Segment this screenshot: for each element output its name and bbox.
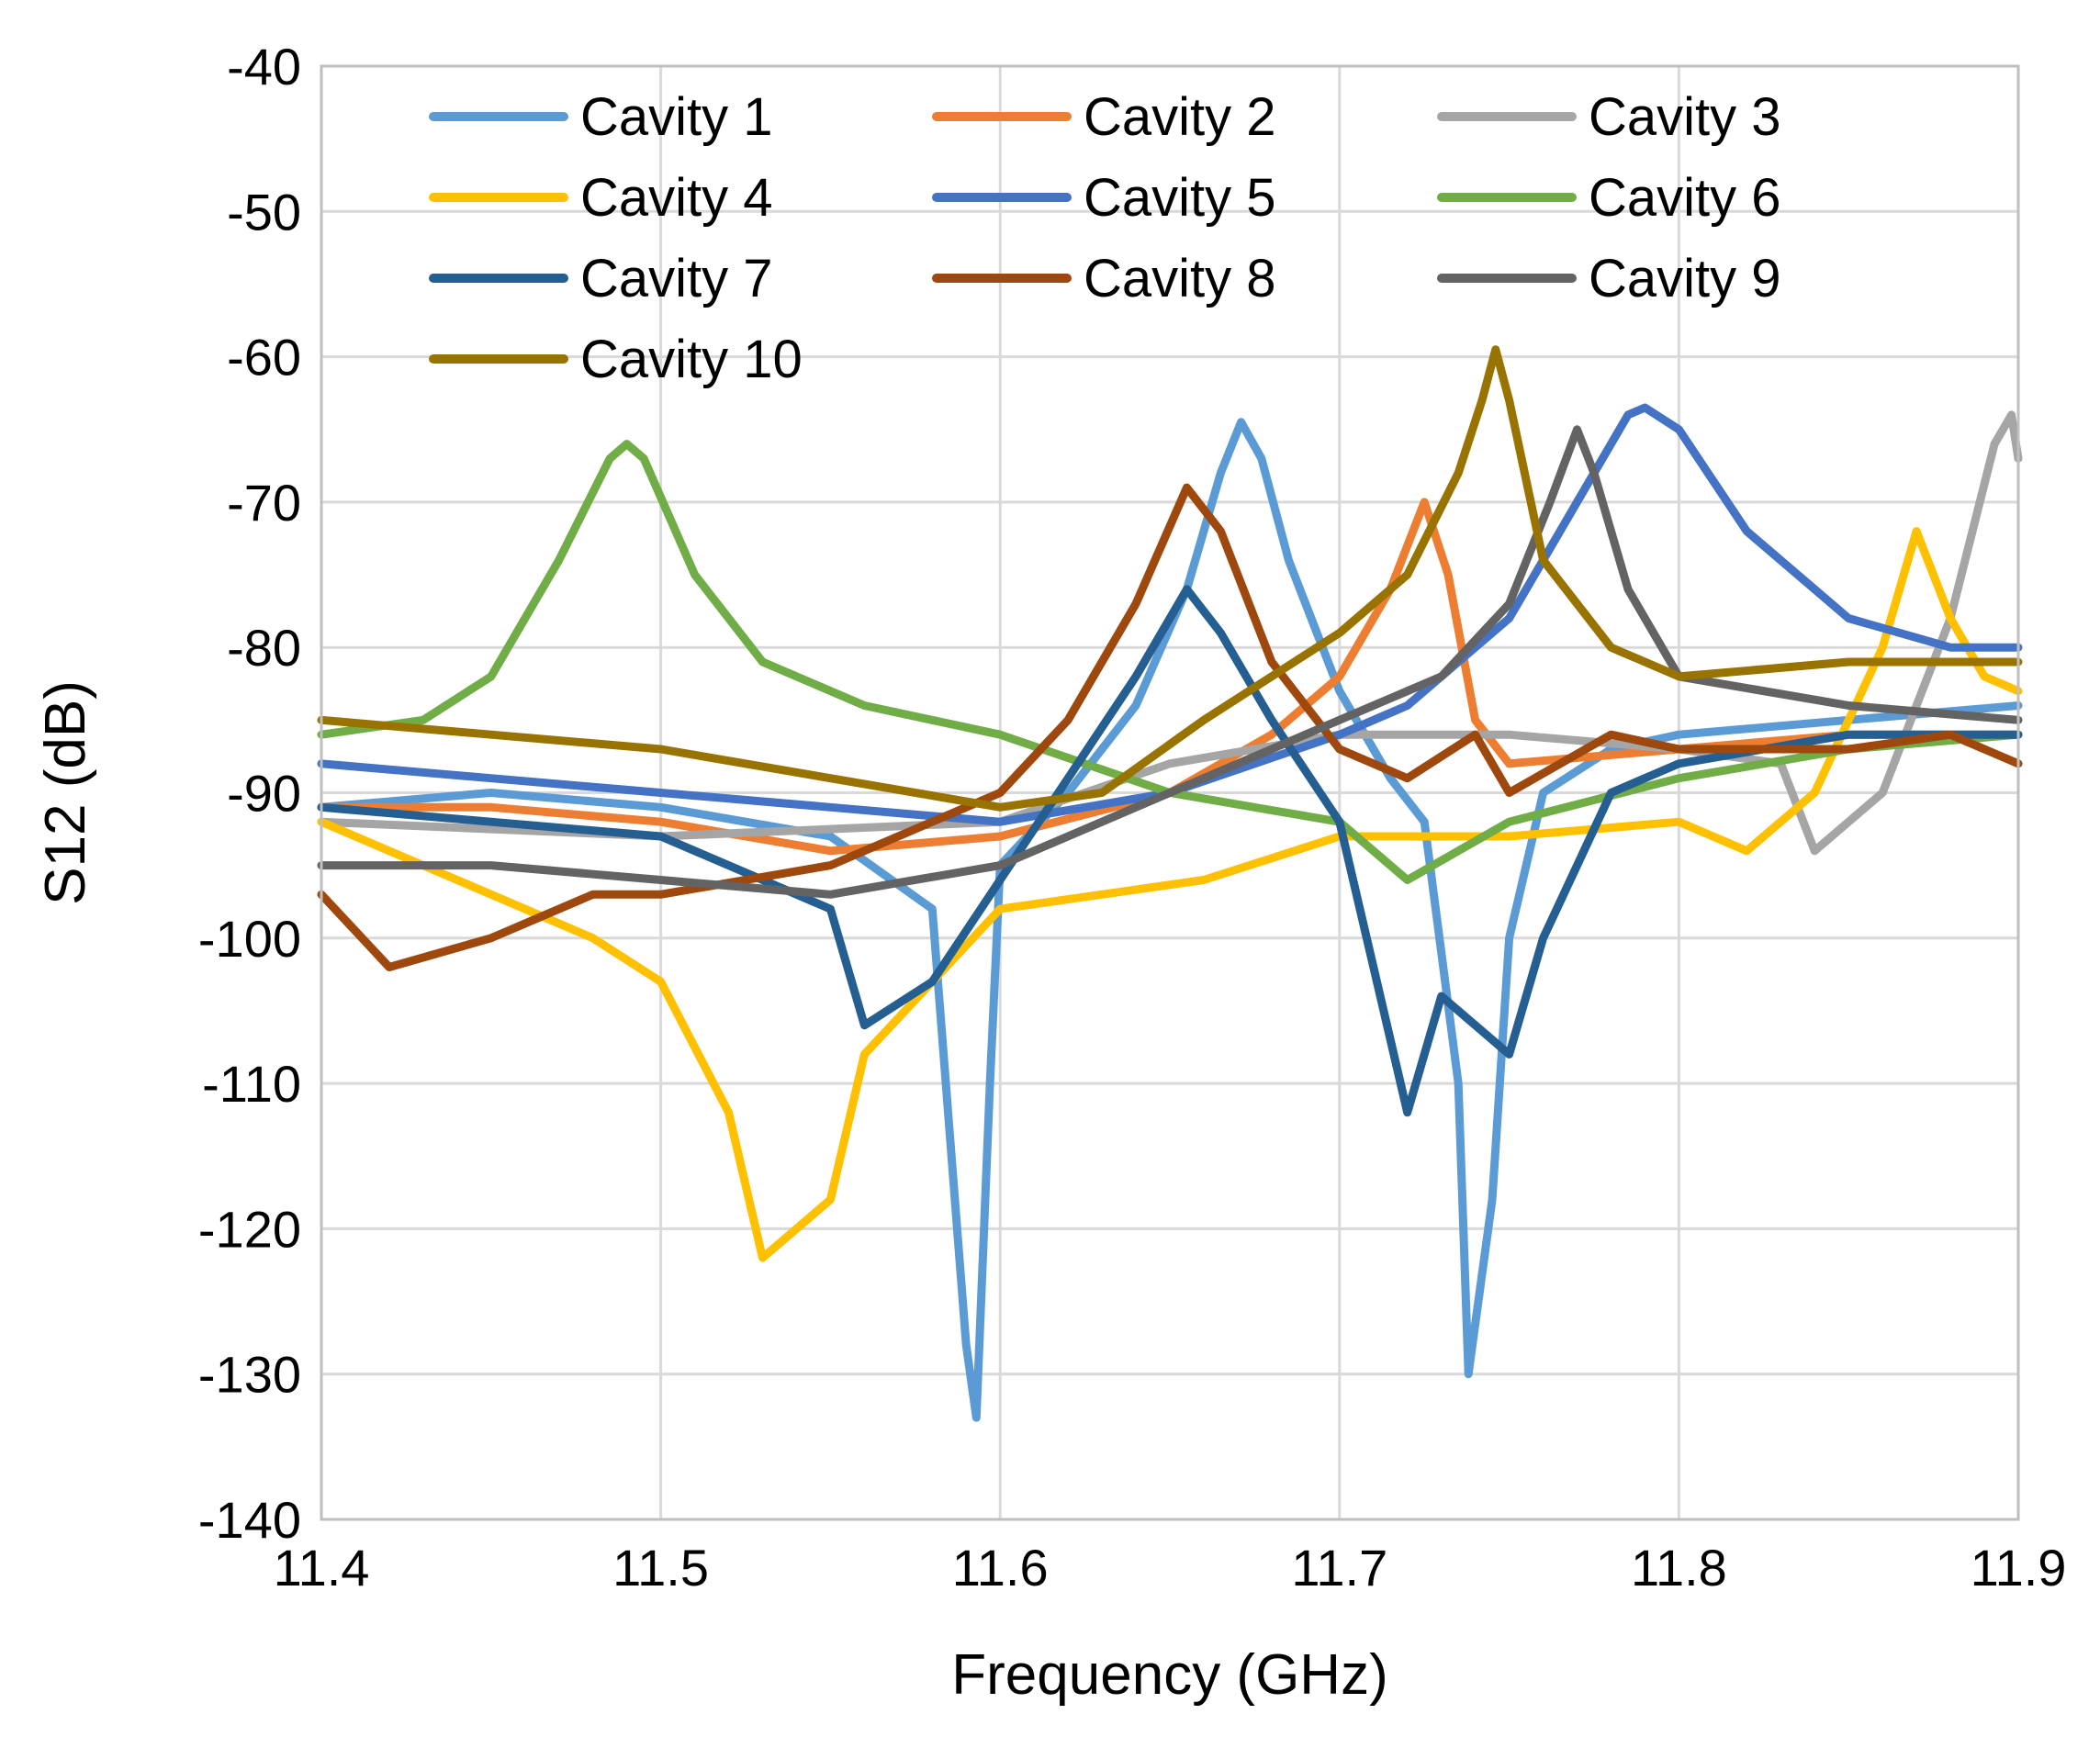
- y-tick-label: -50: [227, 183, 301, 241]
- series-line-cavity-9: [317, 425, 2023, 899]
- legend-label: Cavity 3: [1589, 87, 1781, 147]
- y-tick-label: -140: [198, 1491, 301, 1549]
- y-tick-label: -40: [227, 38, 301, 95]
- legend-label: Cavity 10: [580, 330, 803, 389]
- y-tick-label: -130: [198, 1346, 301, 1404]
- legend-label: Cavity 6: [1589, 168, 1781, 228]
- x-tick-label: 11.8: [1631, 1539, 1727, 1597]
- x-axis-ticks: 11.4 11.5 11.6 11.7 11.8 11.9: [274, 1539, 2067, 1597]
- y-tick-label: -110: [202, 1055, 301, 1113]
- legend-label: Cavity 2: [1084, 87, 1276, 147]
- y-axis-ticks: -40 -50 -60 -70 -80 -90 -100 -110 -120 -130 -140: [198, 38, 301, 1549]
- y-tick-label: -60: [227, 329, 301, 387]
- plot-frame: [320, 64, 2020, 1521]
- legend: Cavity 1 Cavity 2 Cavity 3 Cavity 4 Cavity 5…: [429, 87, 1781, 389]
- series-line-cavity-5: [317, 403, 2023, 826]
- legend-label: Cavity 7: [580, 249, 773, 308]
- x-tick-label: 11.9: [1971, 1539, 2067, 1597]
- y-tick-label: -70: [227, 474, 301, 532]
- x-tick-label: 11.5: [612, 1539, 709, 1597]
- series-layer: [317, 345, 2023, 1422]
- series-line-cavity-8: [317, 483, 2023, 971]
- legend-label: Cavity 5: [1084, 168, 1276, 228]
- legend-label: Cavity 9: [1589, 249, 1781, 308]
- legend-label: Cavity 4: [580, 168, 773, 228]
- series-line-cavity-6: [317, 440, 2023, 884]
- legend-label: Cavity 8: [1084, 249, 1276, 308]
- y-tick-label: -80: [227, 619, 301, 677]
- y-tick-label: -90: [227, 765, 301, 823]
- y-axis-title: S12 (dB): [34, 680, 97, 905]
- series-line-cavity-1: [317, 418, 2023, 1422]
- series-line-cavity-7: [317, 585, 2023, 1117]
- x-axis-title: Frequency (GHz): [951, 1643, 1387, 1707]
- y-tick-label: -120: [198, 1200, 301, 1258]
- x-tick-label: 11.6: [952, 1539, 1049, 1597]
- x-tick-label: 11.4: [274, 1539, 370, 1597]
- series-line-cavity-10: [317, 345, 2023, 812]
- series-line-cavity-4: [317, 527, 2023, 1262]
- legend-label: Cavity 1: [580, 87, 773, 147]
- x-tick-label: 11.7: [1291, 1539, 1387, 1597]
- y-tick-label: -100: [198, 910, 301, 968]
